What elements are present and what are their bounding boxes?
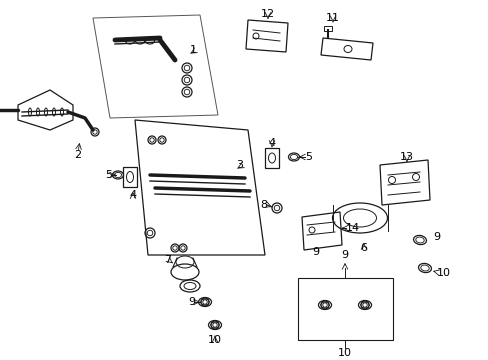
Text: 4: 4: [129, 190, 136, 200]
Text: 8: 8: [259, 200, 266, 210]
Bar: [297, 278, 392, 340]
Text: 4: 4: [268, 138, 275, 148]
Text: 10: 10: [207, 335, 222, 345]
Text: 5: 5: [105, 170, 112, 180]
Text: 1: 1: [189, 45, 196, 55]
Text: 11: 11: [325, 13, 339, 23]
Text: 7: 7: [164, 255, 171, 265]
Bar: [324, 26, 331, 31]
Text: 9: 9: [187, 297, 195, 307]
Text: 3: 3: [236, 160, 243, 170]
Bar: [123, 167, 137, 187]
Text: 2: 2: [74, 150, 81, 160]
Text: 12: 12: [261, 9, 274, 19]
Text: 5: 5: [305, 152, 311, 162]
Text: 6: 6: [360, 243, 367, 253]
Text: 9: 9: [432, 232, 439, 242]
Bar: [264, 148, 279, 168]
Text: 9: 9: [341, 250, 348, 260]
Text: 13: 13: [399, 152, 413, 162]
Text: 9: 9: [312, 247, 319, 257]
Text: 10: 10: [337, 348, 351, 358]
Text: 10: 10: [436, 268, 450, 278]
Text: 14: 14: [346, 223, 359, 233]
